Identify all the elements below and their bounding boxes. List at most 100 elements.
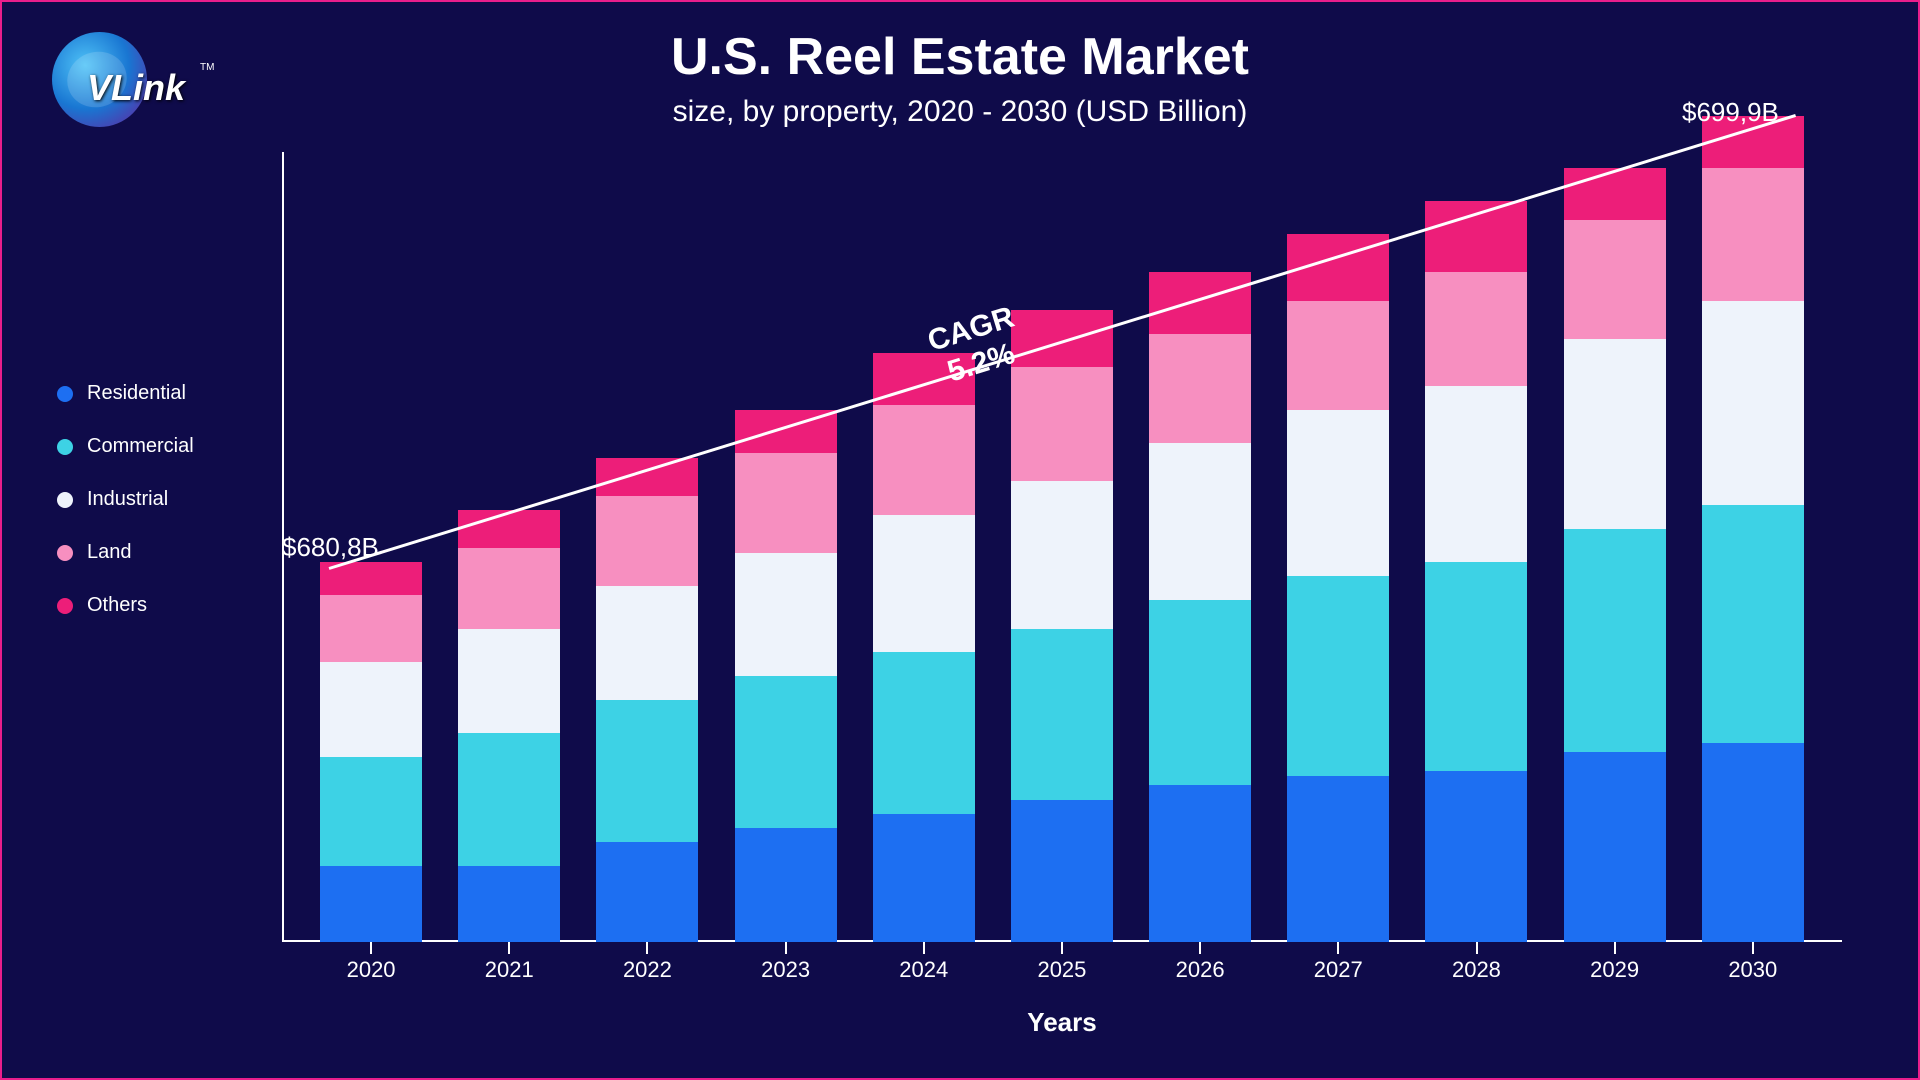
bar-segment (1149, 443, 1251, 600)
bar-segment (1564, 168, 1666, 220)
legend-label: Land (87, 541, 132, 564)
bar-segment (458, 733, 560, 866)
bar-segment (873, 515, 975, 653)
bar-segment (320, 662, 422, 757)
bar-segment (596, 842, 698, 942)
bar-segment (735, 453, 837, 553)
x-tick-label: 2024 (873, 957, 975, 983)
x-tick-label: 2020 (320, 957, 422, 983)
bar-segment (1702, 505, 1804, 743)
bar-segment (1564, 339, 1666, 529)
x-axis-labels: 2020 2021 2022 2023 2024 2025 2026 2027 2028 2029… (282, 957, 1842, 983)
bar-segment (1425, 386, 1527, 562)
bar-segment (873, 814, 975, 942)
bar-segment (873, 652, 975, 814)
chart-subtitle: size, by property, 2020 - 2030 (USD Bill… (2, 95, 1918, 129)
bar-segment (735, 828, 837, 942)
bar-segment (458, 866, 560, 942)
chart-legend: Residential Commercial Industrial Land Other… (57, 382, 194, 647)
bar-segment (596, 458, 698, 496)
x-axis-tick (1337, 942, 1339, 954)
bar-column (320, 562, 422, 942)
bar-segment (320, 757, 422, 866)
legend-label: Commercial (87, 435, 194, 458)
bar-segment (873, 405, 975, 514)
x-tick-label: 2023 (735, 957, 837, 983)
x-axis-tick (1199, 942, 1201, 954)
bar-segment (596, 586, 698, 700)
bar-segment (320, 595, 422, 662)
legend-label: Residential (87, 382, 186, 405)
x-tick-label: 2028 (1425, 957, 1527, 983)
bar-segment (1425, 272, 1527, 386)
bar-segment (735, 676, 837, 828)
bar-segment (1564, 529, 1666, 752)
bar-segment (1149, 334, 1251, 443)
bar-group (282, 152, 1842, 942)
bar-column (458, 510, 560, 942)
bar-segment (1702, 301, 1804, 505)
legend-swatch-icon (57, 545, 73, 561)
bar-segment (1149, 600, 1251, 785)
bar-segment (596, 496, 698, 586)
chart-plot-area (282, 152, 1842, 942)
bar-column (1702, 116, 1804, 943)
bar-segment (1287, 776, 1389, 942)
bar-column (1425, 201, 1527, 942)
x-axis-tick (1061, 942, 1063, 954)
x-axis-tick (370, 942, 372, 954)
legend-item: Industrial (57, 488, 194, 511)
bar-segment (1287, 301, 1389, 410)
bar-segment (1011, 629, 1113, 800)
x-axis-tick (508, 942, 510, 954)
bar-column (1011, 310, 1113, 942)
bar-segment (1425, 562, 1527, 771)
bar-column (1149, 272, 1251, 942)
x-axis-tick (1614, 942, 1616, 954)
x-axis-tick (646, 942, 648, 954)
x-tick-label: 2027 (1287, 957, 1389, 983)
legend-swatch-icon (57, 386, 73, 402)
bar-segment (1287, 576, 1389, 776)
bar-segment (1011, 800, 1113, 943)
x-axis-tick (785, 942, 787, 954)
x-axis-title: Years (282, 1007, 1842, 1038)
bar-column (1564, 168, 1666, 942)
chart-title: U.S. Reel Estate Market (2, 27, 1918, 87)
bar-segment (735, 553, 837, 677)
x-axis-tick (923, 942, 925, 954)
chart-header: U.S. Reel Estate Market size, by propert… (2, 27, 1918, 129)
bar-segment (1287, 410, 1389, 576)
bar-segment (1425, 771, 1527, 942)
bar-segment (1564, 220, 1666, 339)
bar-segment (458, 629, 560, 734)
bar-column (1287, 234, 1389, 942)
bar-column (735, 410, 837, 942)
x-tick-label: 2022 (596, 957, 698, 983)
x-tick-label: 2021 (458, 957, 560, 983)
legend-item: Residential (57, 382, 194, 405)
bar-segment (1702, 743, 1804, 943)
legend-label: Others (87, 594, 147, 617)
x-tick-label: 2029 (1564, 957, 1666, 983)
legend-item: Commercial (57, 435, 194, 458)
bar-segment (458, 548, 560, 629)
legend-item: Land (57, 541, 194, 564)
legend-swatch-icon (57, 492, 73, 508)
x-tick-label: 2026 (1149, 957, 1251, 983)
bar-segment (1564, 752, 1666, 942)
bar-column (873, 353, 975, 942)
x-axis-tick (1476, 942, 1478, 954)
bar-segment (596, 700, 698, 843)
legend-item: Others (57, 594, 194, 617)
bar-segment (1702, 168, 1804, 301)
x-tick-label: 2030 (1702, 957, 1804, 983)
bar-segment (1149, 272, 1251, 334)
bar-segment (1149, 785, 1251, 942)
x-tick-label: 2025 (1011, 957, 1113, 983)
bar-segment (458, 510, 560, 548)
bar-segment (1011, 367, 1113, 481)
bar-segment (1011, 481, 1113, 628)
bar-segment (320, 866, 422, 942)
bar-column (596, 458, 698, 943)
